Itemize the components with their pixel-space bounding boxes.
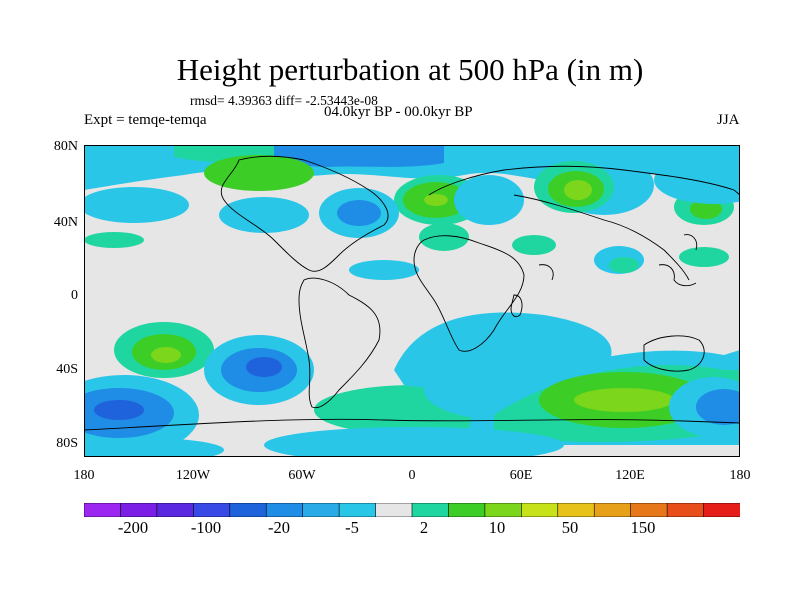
contour-field [337,200,381,226]
contour-field [246,357,282,377]
contour-field [654,156,740,204]
colorbar-swatch [703,503,740,517]
lat-label: 80N [53,139,78,154]
lon-label: 180 [729,468,751,483]
colorbar-label: 10 [488,518,506,537]
colorbar [84,503,740,517]
lon-label: 180 [73,468,95,483]
contour-field [424,194,448,206]
lon-label: 60E [509,468,533,483]
contour-field [349,260,419,280]
colorbar-swatch [593,503,632,517]
stats-line: rmsd= 4.39363 diff= -2.53443e-08 [190,93,378,108]
contour-field [219,197,309,233]
contour-field [574,388,674,412]
colorbar-label: 150 [630,518,656,537]
contour-field [609,257,639,273]
colorbar-swatch [338,503,377,517]
contour-field [696,389,740,425]
colorbar-swatch [375,503,413,517]
contour-field [512,235,556,255]
lat-label: 40N [53,215,78,230]
contour-field [94,400,144,420]
colorbar-swatch [448,503,486,517]
colorbar-label: 2 [419,518,429,537]
colorbar-swatch [156,503,194,517]
contour-field [84,187,189,223]
contour-field [679,247,729,267]
season-label: JJA [717,112,740,128]
colorbar-swatch [302,503,340,517]
lat-label: 0 [71,288,78,303]
map-frame [84,145,740,457]
contour-field [204,155,314,191]
lon-label: 60W [288,468,316,483]
colorbar-swatch [630,503,668,517]
colorbar-swatch [521,503,559,517]
colorbar-label: -200 [117,518,149,537]
colorbar-swatch [411,503,450,517]
period-label: 04.0kyr BP - 00.0kyr BP [324,104,473,120]
contour-field [454,175,524,225]
lon-label: 0 [408,468,416,483]
coastlines [84,155,740,431]
height-perturbation-map [84,145,740,457]
colorbar-swatch [120,503,158,517]
contour-field [564,180,592,200]
lat-label: 80S [56,436,78,451]
lon-label: 120W [175,468,211,483]
contour-field [264,427,564,457]
lon-label: 120E [615,468,645,483]
colorbar-swatch [557,503,595,517]
contour-field [84,438,224,457]
colorbar-label: -20 [268,518,290,537]
colorbar-swatch [229,503,267,517]
colorbar-swatch [193,503,231,517]
contour-field [151,347,181,363]
colorbar-swatch [84,503,122,517]
colorbar-label: -100 [190,518,222,537]
colorbar-swatch [265,503,304,517]
page-title: Height perturbation at 500 hPa (in m) [176,52,644,87]
colorbar-swatch [666,503,705,517]
colorbar-label: 50 [561,518,579,537]
colorbar-swatch [484,503,522,517]
contour-field [84,232,144,248]
colorbar-label: -5 [345,518,359,537]
lat-label: 40S [56,362,78,377]
experiment-label: Expt = temqe-temqa [84,112,207,128]
contour-field [419,223,469,251]
